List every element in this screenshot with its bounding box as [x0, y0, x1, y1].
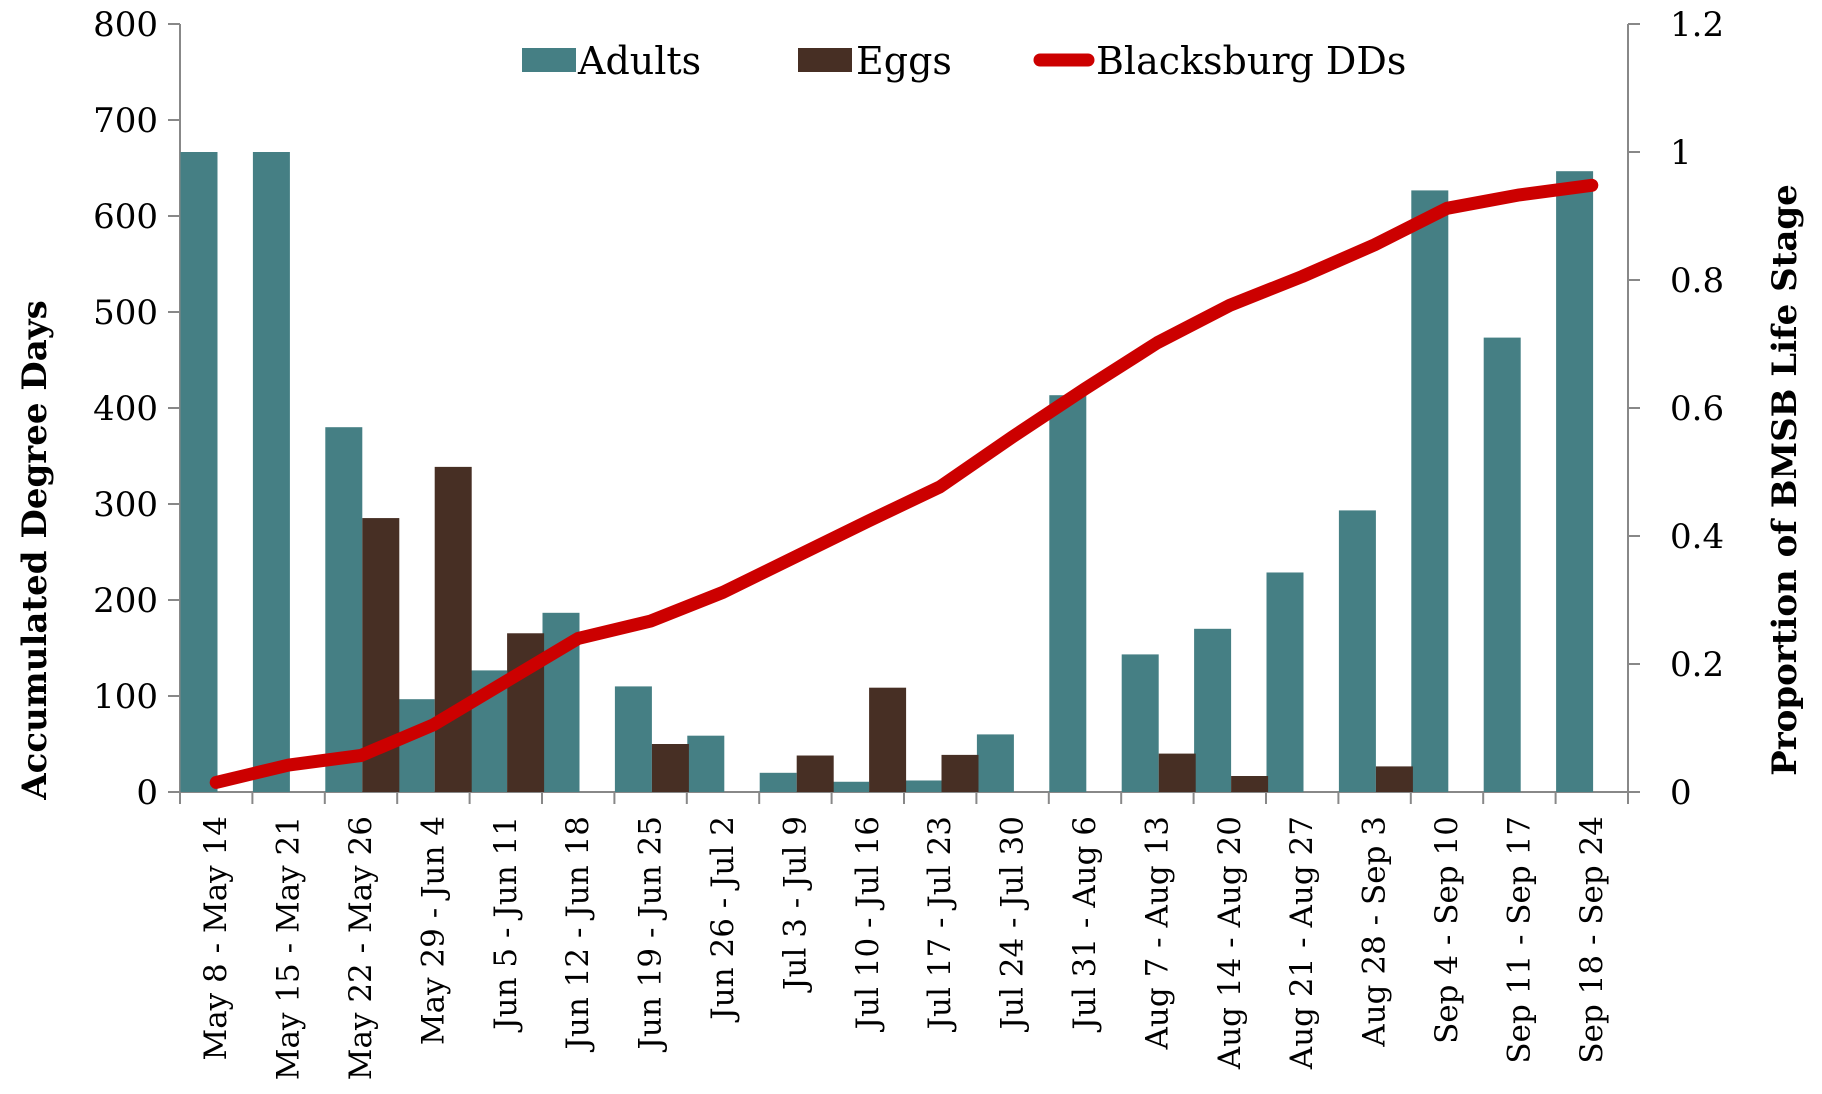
eggs-bar [651, 744, 689, 792]
right-tick-label: 1.2 [1670, 5, 1724, 45]
category-label: Jun 12 - Jun 18 [560, 816, 596, 1053]
category-label: Sep 4 - Sep 10 [1429, 816, 1465, 1044]
category-label: Aug 28 - Sep 3 [1357, 816, 1393, 1048]
right-tick-label: 0.2 [1670, 645, 1724, 685]
right-axis-title: Proportion of BMSB Life Stage [1765, 184, 1805, 776]
legend-label-adults: Adults [577, 39, 701, 83]
right-tick-label: 0 [1670, 773, 1692, 813]
right-tick-label: 0.8 [1670, 261, 1724, 301]
category-label: Aug 14 - Aug 20 [1212, 816, 1248, 1070]
category-label: Sep 11 - Sep 17 [1501, 816, 1537, 1064]
legend-swatch-adults [522, 48, 576, 72]
adults-bar [180, 152, 218, 792]
adults-bar [1556, 171, 1594, 792]
left-tick-label: 700 [93, 101, 158, 141]
legend-label-blacksburg-dds: Blacksburg DDs [1096, 39, 1406, 83]
left-tick-label: 0 [136, 773, 158, 813]
category-label: Aug 21 - Aug 27 [1284, 816, 1320, 1070]
adults-bar [759, 772, 797, 792]
right-tick-label: 1 [1670, 133, 1692, 173]
category-label: Jul 3 - Jul 9 [777, 816, 813, 993]
category-label: Jul 31 - Aug 6 [1067, 816, 1103, 1033]
category-label: Jun 19 - Jun 25 [633, 816, 669, 1053]
adults-bar [1121, 654, 1159, 792]
adults-bar [687, 735, 725, 792]
adults-bar [252, 152, 290, 792]
category-label: May 8 - May 14 [198, 816, 234, 1061]
adults-bar [976, 734, 1014, 792]
adults-bar [1411, 190, 1449, 792]
adults-bar [1049, 395, 1087, 792]
eggs-bar [796, 755, 834, 792]
category-label: Jul 10 - Jul 16 [850, 816, 886, 1032]
left-tick-label: 200 [93, 581, 158, 621]
eggs-bar [869, 687, 907, 792]
adults-bar [1483, 337, 1521, 792]
legend: Adults Eggs Blacksburg DDs [522, 39, 1406, 83]
category-label: May 29 - Jun 4 [415, 816, 451, 1045]
category-label: Jul 17 - Jul 23 [922, 816, 958, 1032]
category-label: May 22 - May 26 [343, 816, 379, 1080]
eggs-bar [434, 466, 472, 792]
left-tick-label: 800 [93, 5, 158, 45]
left-tick-label: 100 [93, 677, 158, 717]
category-label: Jul 24 - Jul 30 [995, 816, 1031, 1032]
category-label: Jun 26 - Jul 2 [705, 816, 741, 1023]
adults-bar [397, 699, 435, 792]
adults-bar [832, 781, 870, 792]
adults-bar [325, 427, 363, 792]
category-label: Aug 7 - Aug 13 [1139, 816, 1175, 1050]
right-axis-ticks: 0 0.2 0.4 0.6 0.8 1 1.2 [1628, 5, 1724, 813]
adults-bars [180, 152, 1594, 792]
right-tick-label: 0.6 [1670, 389, 1724, 429]
left-tick-label: 300 [93, 485, 158, 525]
category-label: Jun 5 - Jun 11 [488, 816, 524, 1033]
category-label: May 15 - May 21 [271, 816, 307, 1080]
adults-bar [1194, 628, 1232, 792]
adults-bar [1338, 510, 1376, 792]
left-axis-ticks: 0 100 200 300 400 500 600 700 800 [93, 5, 180, 813]
eggs-bar [1231, 776, 1269, 792]
left-tick-label: 400 [93, 389, 158, 429]
left-axis-title: Accumulated Degree Days [15, 300, 55, 800]
legend-label-eggs: Eggs [856, 39, 952, 83]
blacksburg-dds-line [209, 178, 1599, 789]
eggs-bar [941, 754, 979, 792]
adults-bar [1266, 572, 1304, 792]
right-tick-label: 0.4 [1670, 517, 1724, 557]
eggs-bar [1375, 766, 1413, 792]
adults-bar [904, 780, 942, 792]
adults-bar [614, 686, 652, 792]
category-label: Sep 18 - Sep 24 [1574, 816, 1610, 1064]
legend-swatch-eggs [798, 48, 852, 72]
eggs-bar [1158, 753, 1196, 792]
left-tick-label: 600 [93, 197, 158, 237]
left-tick-label: 500 [93, 293, 158, 333]
blacksburg-dds-line-group [209, 178, 1599, 789]
category-labels: May 8 - May 14 May 15 - May 21 May 22 - Ma… [198, 816, 1610, 1080]
